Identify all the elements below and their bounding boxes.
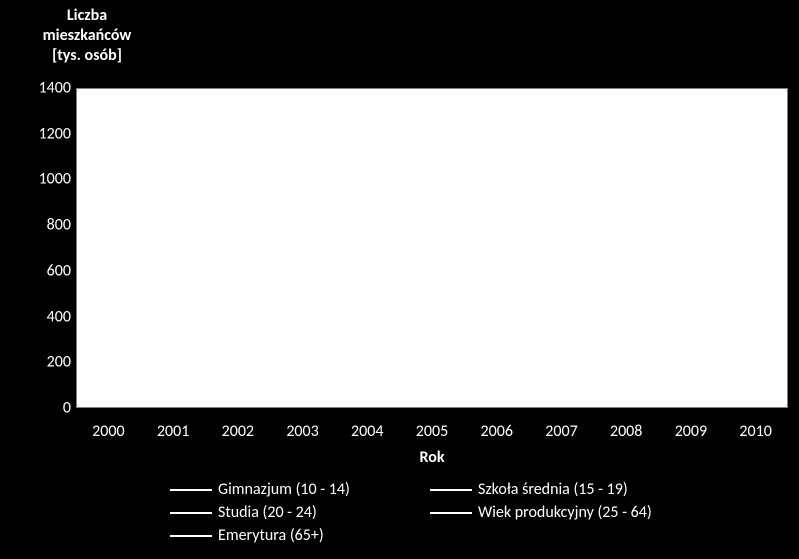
- plot-area: [76, 88, 788, 408]
- x-tick-label: 2004: [343, 422, 391, 441]
- y-tick-label: 1000: [16, 170, 71, 189]
- legend: Gimnazjum (10 - 14) Szkoła średnia (15 - …: [170, 480, 730, 545]
- x-tick-label: 2007: [537, 422, 585, 441]
- legend-label: Wiek produkcyjny (25 - 64): [478, 503, 652, 522]
- x-tick-label: 2003: [279, 422, 327, 441]
- x-tick-label: 2002: [214, 422, 262, 441]
- legend-item: Emerytura (65+): [170, 526, 430, 545]
- legend-item: Gimnazjum (10 - 14): [170, 480, 430, 499]
- legend-label: Emerytura (65+): [218, 526, 324, 545]
- x-tick-label: 2010: [732, 422, 780, 441]
- legend-line-icon: [170, 535, 212, 537]
- x-tick-label: 2001: [149, 422, 197, 441]
- x-tick-label: 2009: [667, 422, 715, 441]
- legend-line-icon: [170, 489, 212, 491]
- legend-line-icon: [430, 489, 472, 491]
- x-tick-label: 2005: [408, 422, 456, 441]
- legend-label: Studia (20 - 24): [218, 503, 317, 522]
- y-axis-title: Liczba mieszkańców [tys. osób]: [32, 6, 142, 66]
- legend-item: Studia (20 - 24): [170, 503, 430, 522]
- y-tick-label: 400: [16, 307, 71, 326]
- y-axis-title-line: mieszkańców: [32, 26, 142, 46]
- y-axis-title-line: [tys. osób]: [32, 46, 142, 66]
- y-tick-label: 0: [16, 399, 71, 418]
- legend-line-icon: [430, 512, 472, 514]
- x-tick-label: 2006: [473, 422, 521, 441]
- y-tick-label: 1200: [16, 124, 71, 143]
- y-tick-label: 800: [16, 216, 71, 235]
- y-tick-label: 200: [16, 353, 71, 372]
- x-tick-label: 2000: [84, 422, 132, 441]
- y-axis-title-line: Liczba: [32, 6, 142, 26]
- legend-label: Szkoła średnia (15 - 19): [478, 480, 628, 499]
- y-tick-label: 1400: [16, 79, 71, 98]
- legend-label: Gimnazjum (10 - 14): [218, 480, 350, 499]
- legend-item: Szkoła średnia (15 - 19): [430, 480, 690, 499]
- x-tick-label: 2008: [602, 422, 650, 441]
- x-axis-title: Rok: [419, 448, 444, 467]
- y-tick-label: 600: [16, 261, 71, 280]
- legend-item: Wiek produkcyjny (25 - 64): [430, 503, 690, 522]
- legend-line-icon: [170, 512, 212, 514]
